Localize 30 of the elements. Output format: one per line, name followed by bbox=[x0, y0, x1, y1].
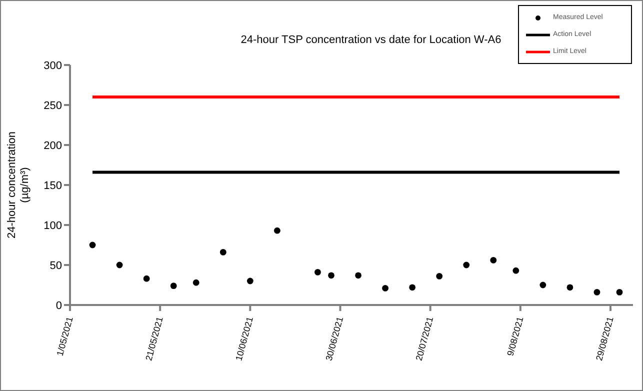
point bbox=[594, 289, 600, 296]
chart-title: 24-hour TSP concentration vs date for Location W-A6 bbox=[240, 34, 502, 46]
point bbox=[116, 262, 123, 268]
point bbox=[355, 272, 362, 279]
y-tick-label: 100 bbox=[44, 220, 62, 232]
point bbox=[382, 285, 388, 292]
point bbox=[143, 275, 150, 282]
point bbox=[274, 227, 280, 234]
y-tick-label: 300 bbox=[44, 60, 62, 72]
y-tick-label: 0 bbox=[56, 300, 62, 312]
point bbox=[246, 278, 254, 284]
y-axis-title: 24-hour concentration (µg/m³) bbox=[6, 131, 31, 239]
point bbox=[436, 273, 443, 280]
y-tick-label: 150 bbox=[44, 180, 62, 192]
point bbox=[192, 279, 200, 286]
y-tick-label: 200 bbox=[44, 140, 62, 152]
point bbox=[89, 242, 96, 248]
point bbox=[314, 269, 321, 276]
point bbox=[463, 262, 470, 268]
point bbox=[328, 272, 334, 279]
point bbox=[540, 282, 546, 288]
point bbox=[409, 284, 416, 291]
y-tick-label: 50 bbox=[50, 260, 62, 272]
y-tick-label: 250 bbox=[44, 100, 62, 112]
point bbox=[566, 284, 574, 291]
point bbox=[170, 282, 177, 289]
point bbox=[220, 249, 226, 256]
point bbox=[490, 257, 497, 264]
point bbox=[616, 289, 623, 296]
point bbox=[512, 267, 520, 274]
